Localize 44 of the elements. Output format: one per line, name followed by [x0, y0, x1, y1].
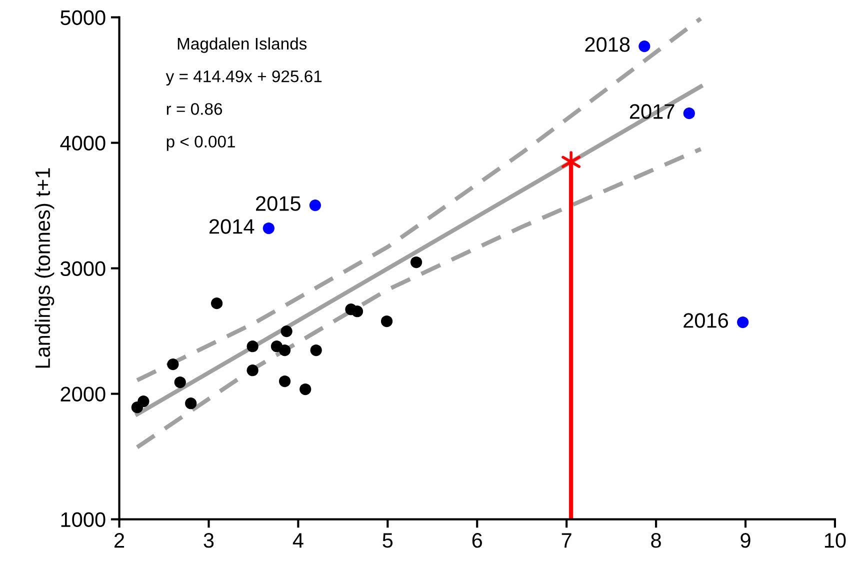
- point: [174, 376, 186, 388]
- x-tick-label: 2: [114, 533, 124, 548]
- y-tick-label: 3000: [60, 261, 106, 276]
- point: [309, 199, 322, 212]
- point: [210, 298, 223, 310]
- point: [410, 256, 422, 268]
- point: [246, 340, 258, 352]
- x-tick-label: 7: [562, 533, 572, 548]
- annotation: 2015: [256, 196, 300, 211]
- x-tick-label: 10: [824, 533, 846, 548]
- y-axis-title: Landings (tonnes) t+1: [34, 168, 54, 368]
- annotation: r = 0.86: [166, 103, 222, 115]
- x-tick-label: 8: [651, 533, 661, 548]
- point: [380, 315, 393, 328]
- x-tick-label: 5: [382, 533, 393, 548]
- x-tick-label: 4: [292, 533, 304, 548]
- annotation: Magdalen Islands: [178, 37, 307, 53]
- x-tick-label: 3: [204, 533, 214, 548]
- point: [278, 375, 291, 388]
- point: [138, 396, 150, 408]
- point: [351, 306, 364, 318]
- y-tick-label: 1000: [61, 512, 106, 528]
- point: [300, 383, 312, 396]
- point: [737, 316, 749, 328]
- annotation: p < 0.001: [166, 136, 235, 151]
- annotation: 2014: [209, 219, 254, 234]
- x-tick-label: 6: [472, 533, 482, 548]
- point: [310, 344, 322, 356]
- point: [638, 40, 650, 52]
- y-tick-label: 2000: [60, 386, 106, 402]
- point: [185, 398, 197, 410]
- point: [262, 222, 274, 234]
- x-tick-label: 9: [740, 533, 750, 548]
- point: [167, 358, 179, 370]
- point: [246, 364, 258, 376]
- annotation: 2017: [630, 104, 674, 119]
- annotation: 2018: [585, 37, 630, 52]
- annotation: 2016: [684, 313, 728, 328]
- y-tick-label: 5000: [60, 10, 106, 26]
- annotation: y = 414.49x + 925.61: [166, 70, 322, 86]
- point: [278, 344, 291, 356]
- y-tick-label: 4000: [60, 136, 106, 151]
- point: [280, 325, 292, 338]
- point: [683, 108, 695, 120]
